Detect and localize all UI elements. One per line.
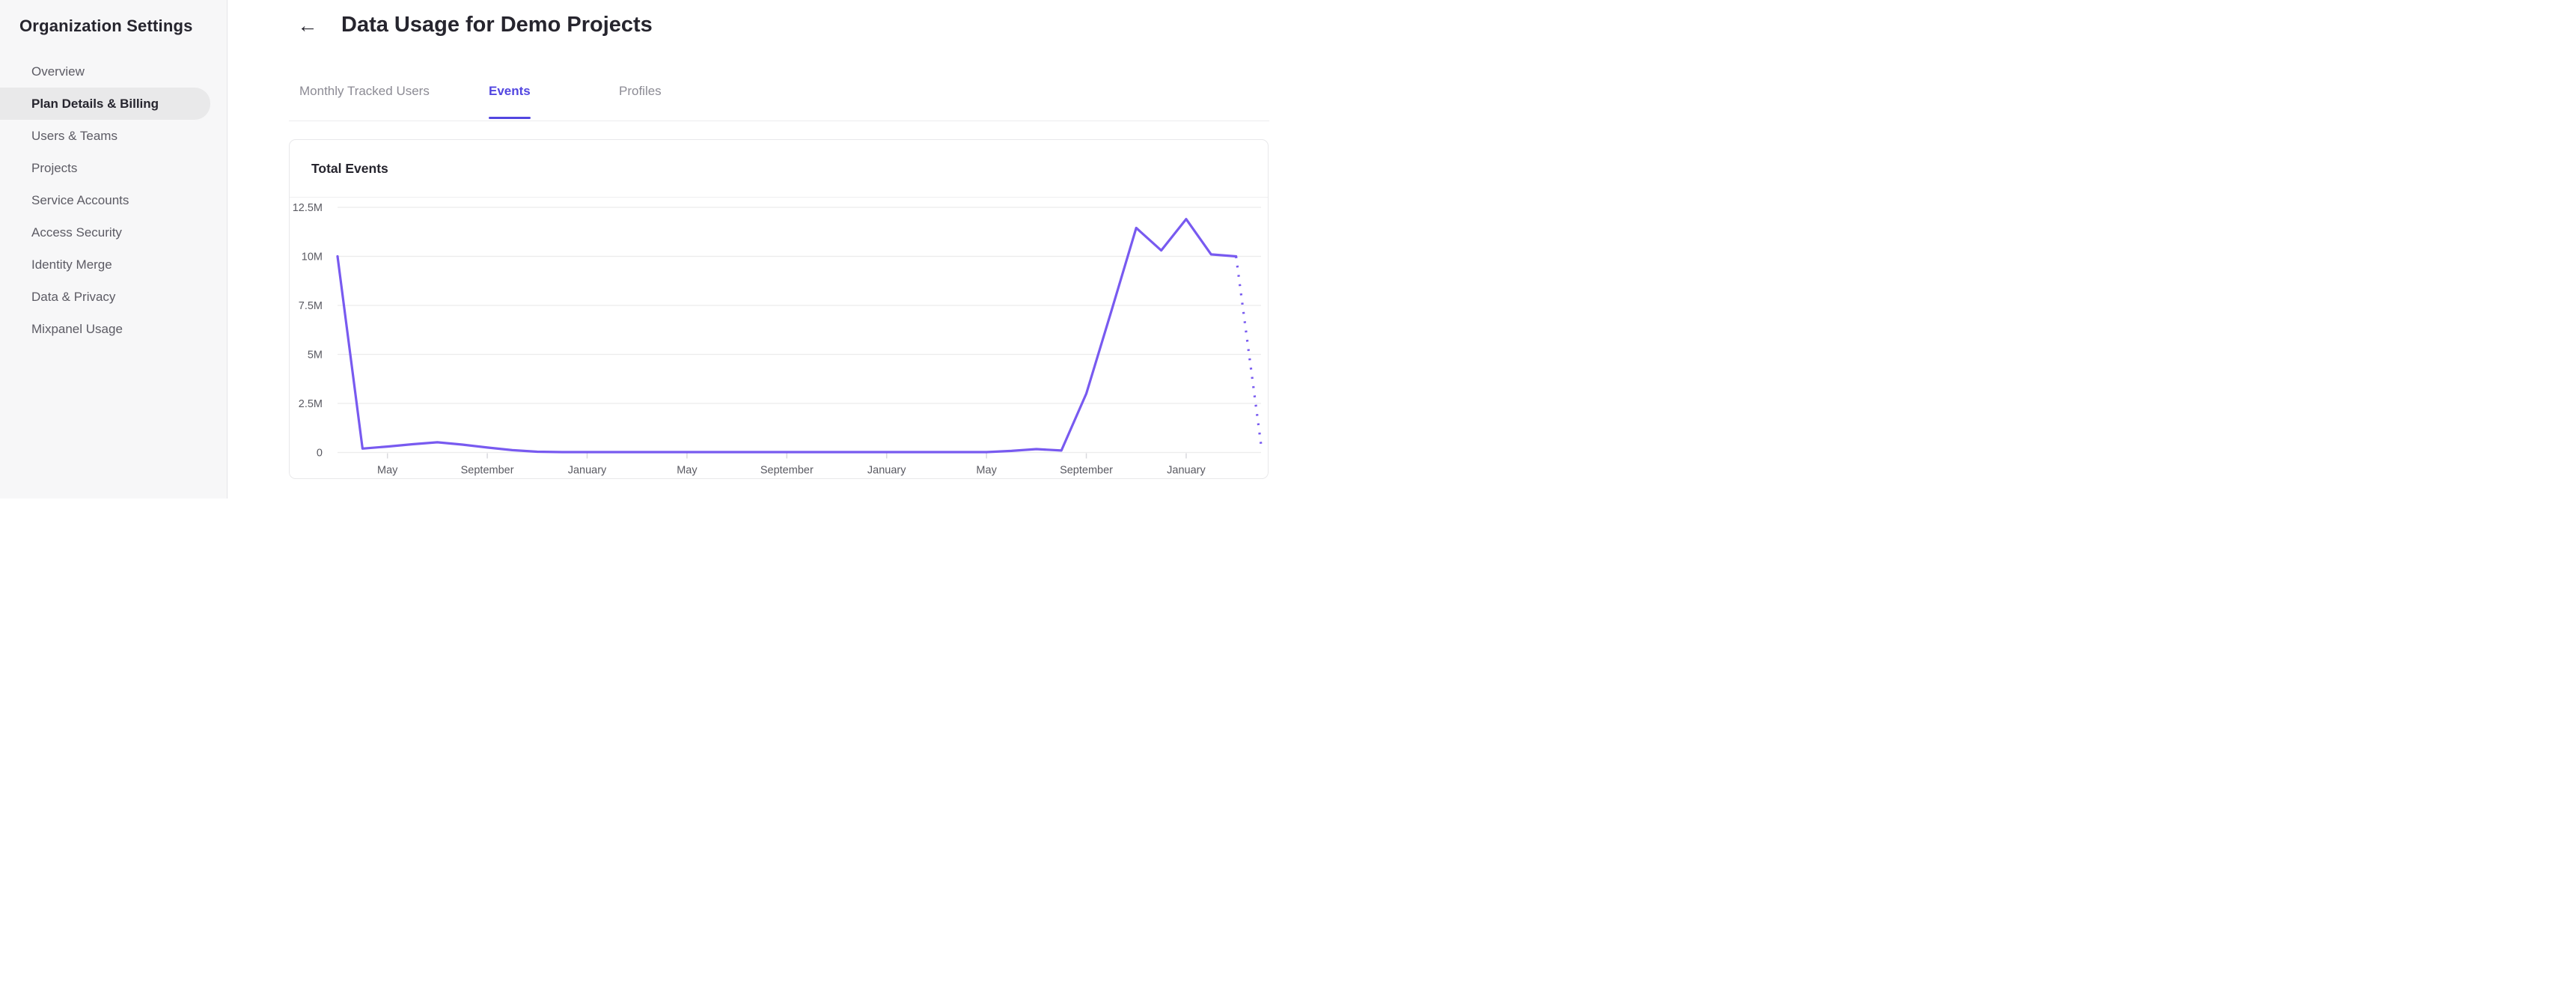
x-axis-label: January	[867, 465, 906, 477]
x-axis-label: September	[461, 465, 514, 477]
sidebar: Organization Settings Overview Plan Deta…	[0, 0, 228, 498]
organization-settings-page: Organization Settings Overview Plan Deta…	[0, 0, 1288, 498]
tab-label: Profiles	[619, 84, 662, 98]
x-axis-label: May	[377, 465, 398, 477]
x-axis-label: January	[568, 465, 607, 477]
y-axis-label: 5M	[308, 350, 323, 362]
x-axis-label: May	[677, 465, 698, 477]
chart-title: Total Events	[290, 140, 1268, 198]
total-events-projected-line	[1235, 256, 1263, 445]
y-axis-label: 2.5M	[299, 398, 323, 410]
usage-tabs: Monthly Tracked Users Events Profiles	[289, 75, 1269, 121]
tab-label: Monthly Tracked Users	[299, 84, 430, 98]
sidebar-item-access-security[interactable]: Access Security	[31, 225, 122, 240]
back-arrow-icon: ←	[297, 14, 318, 37]
x-axis-label: May	[976, 465, 997, 477]
sidebar-item-service-accounts[interactable]: Service Accounts	[31, 193, 129, 207]
back-button[interactable]: ←	[295, 13, 320, 38]
total-events-line	[336, 218, 1238, 454]
x-axis-label: September	[760, 465, 814, 477]
y-axis-label: 0	[317, 448, 323, 460]
tab-label: Events	[489, 84, 531, 98]
chart-area: 12.5M 10M 7.5M 5M 2.5M 0 May September January Ma…	[290, 197, 1268, 478]
y-axis-label: 12.5M	[293, 202, 323, 214]
sidebar-item-projects[interactable]: Projects	[31, 161, 78, 175]
events-usage-chart[interactable]: 12.5M 10M 7.5M 5M 2.5M 0 May September January Ma…	[290, 197, 1268, 478]
total-events-card: Total Events 12.5M 10M 7.5M 5M 2.5M 0 May Septe…	[289, 139, 1269, 479]
sidebar-nav: Overview Plan Details & Billing Users & …	[0, 55, 227, 345]
tab-monthly-tracked-users[interactable]: Monthly Tracked Users	[299, 84, 430, 121]
y-axis-label: 7.5M	[299, 300, 323, 312]
sidebar-item-overview[interactable]: Overview	[31, 64, 85, 79]
sidebar-item-mixpanel-usage[interactable]: Mixpanel Usage	[31, 322, 123, 336]
sidebar-title: Organization Settings	[19, 16, 193, 35]
page-title: Data Usage for Demo Projects	[341, 13, 653, 37]
tab-profiles[interactable]: Profiles	[619, 84, 662, 121]
x-axis-label: January	[1167, 465, 1206, 477]
active-tab-underline	[489, 116, 531, 119]
sidebar-item-plan-details-billing[interactable]: Plan Details & Billing	[0, 88, 210, 120]
sidebar-item-users-teams[interactable]: Users & Teams	[31, 129, 117, 143]
sidebar-item-data-privacy[interactable]: Data & Privacy	[31, 290, 116, 304]
tab-events[interactable]: Events	[489, 84, 531, 121]
y-axis-label: 10M	[302, 251, 323, 263]
sidebar-item-identity-merge[interactable]: Identity Merge	[31, 257, 112, 272]
x-axis-label: September	[1060, 465, 1113, 477]
